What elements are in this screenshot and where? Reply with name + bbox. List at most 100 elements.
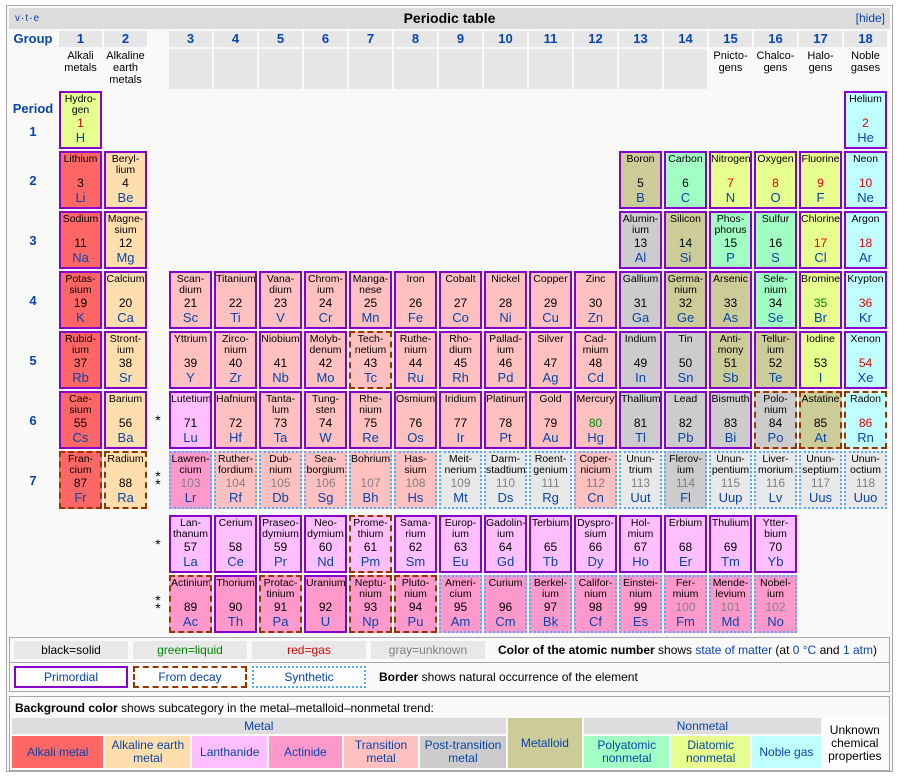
element-symbol[interactable]: Ir xyxy=(456,430,465,445)
period-label-3[interactable]: 3 xyxy=(9,211,57,269)
element-symbol[interactable]: Lv xyxy=(768,490,783,505)
element-symbol[interactable]: Bi xyxy=(724,430,737,445)
element-ca[interactable]: Calcium 20 Ca xyxy=(104,271,147,329)
element-symbol[interactable]: Cu xyxy=(542,310,559,325)
element-symbol[interactable]: Os xyxy=(407,430,424,445)
element-sb[interactable]: Anti- mony 51 Sb xyxy=(709,331,752,389)
element-co[interactable]: Cobalt 27 Co xyxy=(439,271,482,329)
legend-link[interactable]: 1 atm xyxy=(842,643,873,657)
element-symbol[interactable]: Dy xyxy=(587,554,604,569)
group-header-7[interactable]: 7 xyxy=(349,31,392,47)
element-f[interactable]: Fluorine 9 F xyxy=(799,151,842,209)
element-cl[interactable]: Chlorine 17 Cl xyxy=(799,211,842,269)
element-ne[interactable]: Neon 10 Ne xyxy=(844,151,887,209)
element-symbol[interactable]: K xyxy=(76,310,85,325)
element-symbol[interactable]: Co xyxy=(452,310,469,325)
element-re[interactable]: Rhe- nium 75 Re xyxy=(349,391,392,449)
element-sr[interactable]: Stront- ium 38 Sr xyxy=(104,331,147,389)
element-k[interactable]: Potas- sium 19 K xyxy=(59,271,102,329)
element-yb[interactable]: Ytter- bium 70 Yb xyxy=(754,515,797,573)
element-cu[interactable]: Copper 29 Cu xyxy=(529,271,572,329)
element-mg[interactable]: Magne- sium 12 Mg xyxy=(104,211,147,269)
legend-category-post[interactable]: Post-transition metal xyxy=(420,736,506,768)
element-kr[interactable]: Krypton 36 Kr xyxy=(844,271,887,329)
element-as[interactable]: Arsenic 33 As xyxy=(709,271,752,329)
element-si[interactable]: Silicon 14 Si xyxy=(664,211,707,269)
element-symbol[interactable]: Te xyxy=(768,370,783,385)
element-symbol[interactable]: Se xyxy=(767,310,784,325)
element-uup[interactable]: Unun- pentium 115 Uup xyxy=(709,451,752,509)
element-pu[interactable]: Pluto- nium 94 Pu xyxy=(394,575,437,633)
element-symbol[interactable]: Gd xyxy=(496,554,515,569)
element-y[interactable]: Yttrium 39 Y xyxy=(169,331,212,389)
element-symbol[interactable]: Es xyxy=(632,614,649,629)
element-pd[interactable]: Pallad- ium 46 Pd xyxy=(484,331,527,389)
legend-category-alkaline[interactable]: Alkaline earth metal xyxy=(105,736,191,768)
element-np[interactable]: Neptu- nium 93 Np xyxy=(349,575,392,633)
element-symbol[interactable]: Eu xyxy=(452,554,469,569)
element-symbol[interactable]: Fm xyxy=(676,614,695,629)
element-rb[interactable]: Rubid- ium 37 Rb xyxy=(59,331,102,389)
element-symbol[interactable]: Ra xyxy=(117,490,134,505)
element-symbol[interactable]: Uut xyxy=(630,490,651,505)
element-nb[interactable]: Niobium 41 Nb xyxy=(259,331,302,389)
element-fr[interactable]: Fran- cium 87 Fr xyxy=(59,451,102,509)
element-rg[interactable]: Roent- genium 111 Rg xyxy=(529,451,572,509)
element-symbol[interactable]: C xyxy=(680,190,691,205)
element-symbol[interactable]: Sc xyxy=(182,310,199,325)
element-symbol[interactable]: Tm xyxy=(721,554,740,569)
element-lr[interactable]: Lawren- cium 103 Lr xyxy=(169,451,212,509)
legend-category-alkali[interactable]: Alkali metal xyxy=(12,736,104,768)
element-sm[interactable]: Sama- rium 62 Sm xyxy=(394,515,437,573)
element-symbol[interactable]: Sg xyxy=(317,490,334,505)
element-ce[interactable]: Cerium 58 Ce xyxy=(214,515,257,573)
element-symbol[interactable]: Ag xyxy=(542,370,559,385)
element-symbol[interactable]: Ni xyxy=(499,310,512,325)
element-er[interactable]: Erbium 68 Er xyxy=(664,515,707,573)
element-al[interactable]: Alumin- ium 13 Al xyxy=(619,211,662,269)
element-symbol[interactable]: He xyxy=(857,130,874,145)
element-symbol[interactable]: F xyxy=(816,190,825,205)
element-rf[interactable]: Ruther- fordium 104 Rf xyxy=(214,451,257,509)
group-header-14[interactable]: 14 xyxy=(664,31,707,47)
period-label-2[interactable]: 2 xyxy=(9,151,57,209)
element-symbol[interactable]: Cs xyxy=(72,430,89,445)
legend-category-diatomic[interactable]: Diatomic nonmetal xyxy=(671,736,751,768)
element-w[interactable]: Tung- sten 74 W xyxy=(304,391,347,449)
element-mn[interactable]: Manga- nese 25 Mn xyxy=(349,271,392,329)
element-symbol[interactable]: Y xyxy=(186,370,195,385)
element-symbol[interactable]: Yb xyxy=(767,554,784,569)
group-header-8[interactable]: 8 xyxy=(394,31,437,47)
group-header-17[interactable]: 17 xyxy=(799,31,842,47)
element-am[interactable]: Ameri- cium 95 Am xyxy=(439,575,482,633)
legend-metal-header[interactable]: Metal xyxy=(12,718,506,734)
legend-category-transition[interactable]: Transition metal xyxy=(343,736,419,768)
element-po[interactable]: Polo- nium 84 Po xyxy=(754,391,797,449)
element-symbol[interactable]: Po xyxy=(767,430,784,445)
element-symbol[interactable]: Tb xyxy=(542,554,559,569)
element-symbol[interactable]: Tl xyxy=(635,430,646,445)
element-s[interactable]: Sulfur 16 S xyxy=(754,211,797,269)
group-header-12[interactable]: 12 xyxy=(574,31,617,47)
element-symbol[interactable]: Zr xyxy=(229,370,242,385)
element-uut[interactable]: Unun- trium 113 Uut xyxy=(619,451,662,509)
element-au[interactable]: Gold 79 Au xyxy=(529,391,572,449)
element-c[interactable]: Carbon 6 C xyxy=(664,151,707,209)
element-symbol[interactable]: Rn xyxy=(857,430,874,445)
group-header-11[interactable]: 11 xyxy=(529,31,572,47)
element-n[interactable]: Nitrogen 7 N xyxy=(709,151,752,209)
element-at[interactable]: Astatine 85 At xyxy=(799,391,842,449)
element-cr[interactable]: Chrom- ium 24 Cr xyxy=(304,271,347,329)
period-label-4[interactable]: 4 xyxy=(9,271,57,329)
element-symbol[interactable]: Rb xyxy=(72,370,89,385)
group-header-2[interactable]: 2 xyxy=(104,31,147,47)
element-tb[interactable]: Terbium 65 Tb xyxy=(529,515,572,573)
element-symbol[interactable]: Hs xyxy=(407,490,424,505)
element-cd[interactable]: Cad- mium 48 Cd xyxy=(574,331,617,389)
element-symbol[interactable]: Ac xyxy=(182,614,199,629)
element-symbol[interactable]: Sn xyxy=(677,370,694,385)
element-symbol[interactable]: Rh xyxy=(452,370,469,385)
element-symbol[interactable]: Mo xyxy=(316,370,335,385)
legend-link[interactable]: state of matter xyxy=(695,643,773,657)
element-li[interactable]: Lithium 3 Li xyxy=(59,151,102,209)
